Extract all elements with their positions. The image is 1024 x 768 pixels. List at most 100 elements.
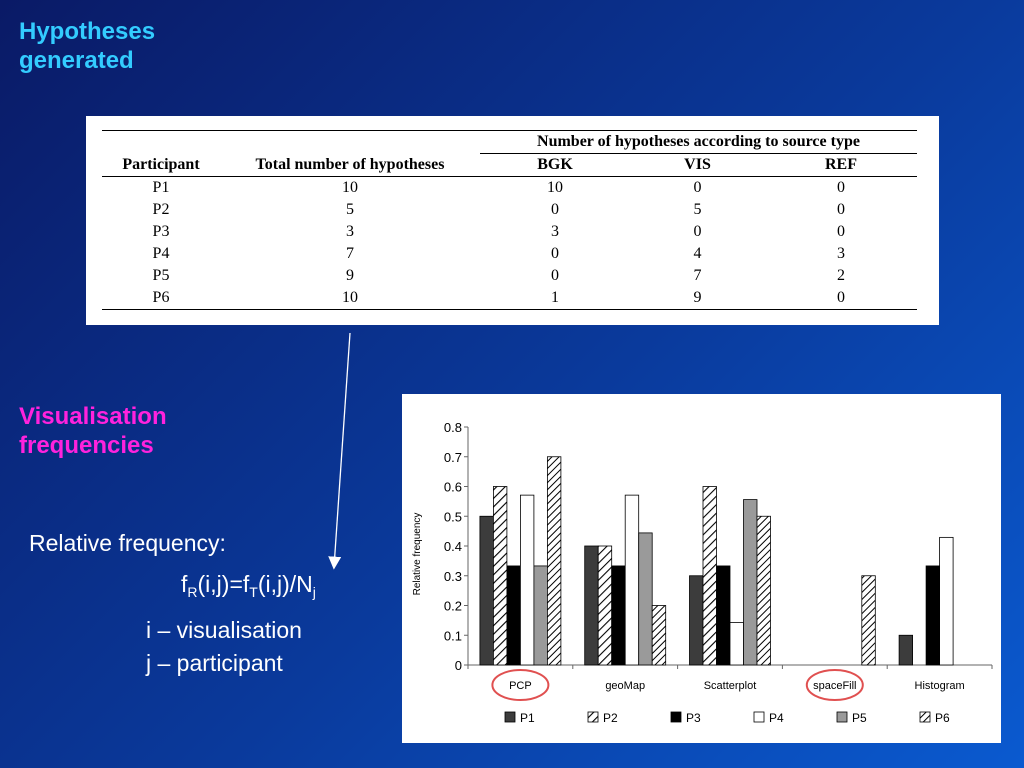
table-row: P4 7 0 4 3 <box>102 243 917 265</box>
table-cell: 0 <box>551 267 559 284</box>
legend-label-P5: P5 <box>852 711 867 725</box>
legend-i-text: i – visualisation <box>146 617 302 643</box>
bar-PCP-P4 <box>520 494 535 666</box>
bar-Scatterplot-P1 <box>689 575 704 666</box>
y-tick-label: 0.6 <box>444 480 462 495</box>
x-tick-label: geoMap <box>605 680 645 692</box>
hypotheses-title: Hypotheses generated <box>19 17 155 75</box>
table-cell: 3 <box>551 223 559 240</box>
y-tick-label: 0.1 <box>444 628 462 643</box>
col-header-ref: REF <box>765 153 917 177</box>
table-cell: 0 <box>693 179 702 196</box>
legend-swatch-P3 <box>670 711 682 723</box>
highlight-circle-spaceFill <box>805 669 864 701</box>
x-tick-label: spaceFill <box>813 680 856 692</box>
y-tick-label: 0.8 <box>444 420 462 435</box>
visualisation-title: Visualisation frequencies <box>19 402 167 460</box>
legend-label-P1: P1 <box>520 711 535 725</box>
formula-sub-j: j <box>312 584 316 600</box>
y-tick-label: 0.2 <box>444 599 462 614</box>
hypotheses-title-line1: Hypotheses <box>19 18 156 45</box>
table-cell: P1 <box>152 179 170 196</box>
bar-spaceFill-P6 <box>861 575 876 666</box>
y-tick-label: 0.5 <box>444 509 462 524</box>
x-tick-label: Scatterplot <box>704 680 757 692</box>
table-cell: 4 <box>693 245 702 262</box>
table-cell: 3 <box>346 223 354 240</box>
bar-geoMap-P6 <box>651 605 667 666</box>
bar-PCP-P1 <box>479 515 494 666</box>
legend-j-text: j – participant <box>146 650 283 676</box>
bar-PCP-P5 <box>533 565 548 666</box>
col-header-total: Total number of hypotheses <box>220 153 480 177</box>
formula-sub-t: T <box>249 584 258 600</box>
legend-swatch-P2 <box>587 711 599 723</box>
legend-swatch-P6 <box>919 711 931 723</box>
x-tick-label: Histogram <box>915 680 965 692</box>
bar-PCP-P6 <box>546 456 562 666</box>
table-row: P2 5 0 5 0 <box>102 199 917 221</box>
table-cell: 0 <box>551 245 559 262</box>
table-cell: 10 <box>547 179 563 196</box>
table-row: P1 10 10 0 0 <box>102 177 917 200</box>
visualisation-title-line1: Visualisation <box>19 403 167 430</box>
table-cell: 7 <box>346 245 354 262</box>
bar-Scatterplot-P2 <box>702 486 717 666</box>
table-cell: P5 <box>152 267 170 284</box>
table-row: P3 3 3 0 0 <box>102 221 917 243</box>
table-cell: 1 <box>480 287 630 310</box>
table-cell: 0 <box>693 223 702 240</box>
table-cell: P4 <box>152 245 170 262</box>
legend-label-P6: P6 <box>935 711 950 725</box>
bar-Histogram-P3 <box>925 565 940 666</box>
legend-swatch-P5 <box>836 711 848 723</box>
bar-PCP-P3 <box>506 565 521 666</box>
bar-geoMap-P1 <box>584 545 599 666</box>
frequency-chart-panel: 0 0.1 0.2 0.3 0.4 0.5 0.6 0.7 0.8 Relative freque… <box>402 394 1001 743</box>
legend-swatch-P4 <box>753 711 765 723</box>
formula-sub-r: R <box>187 584 198 600</box>
table-cell: P3 <box>152 223 170 240</box>
table-cell: 0 <box>551 201 559 218</box>
hypotheses-table: Number of hypotheses according to source… <box>102 130 917 310</box>
frequency-bar-chart: 0 0.1 0.2 0.3 0.4 0.5 0.6 0.7 0.8 Relative freque… <box>412 420 993 725</box>
bar-geoMap-P5 <box>638 532 653 666</box>
table-cell: P6 <box>102 287 220 310</box>
legend-label-P3: P3 <box>686 711 701 725</box>
bar-Histogram-P4 <box>939 536 954 666</box>
table-cell: 9 <box>346 267 354 284</box>
hypotheses-table-panel: Number of hypotheses according to source… <box>86 116 939 325</box>
y-tick-label: 0.7 <box>444 450 462 465</box>
bar-geoMap-P3 <box>611 565 626 666</box>
table-row: P6 10 1 9 0 <box>102 287 917 310</box>
table-cell: 0 <box>837 179 845 196</box>
formula-mid2: (i,j)/N <box>257 571 313 597</box>
table-cell: 0 <box>837 223 845 240</box>
table-cell: 10 <box>342 179 358 196</box>
bar-Histogram-P1 <box>898 634 914 666</box>
table-row: P5 9 0 7 2 <box>102 265 917 287</box>
relative-frequency-label: Relative frequency: <box>29 530 226 556</box>
visualisation-title-line2: frequencies <box>19 432 154 459</box>
col-header-vis: VIS <box>630 153 765 177</box>
table-cell: 0 <box>765 287 917 310</box>
table-cell: 5 <box>346 201 354 218</box>
bar-Scatterplot-P4 <box>729 622 744 666</box>
legend-swatch-P1 <box>504 711 516 723</box>
formula-mid1: (i,j)=f <box>197 571 250 597</box>
table-cell: 7 <box>693 267 702 284</box>
col-header-participant: Participant <box>102 153 220 177</box>
y-tick-label: 0.3 <box>444 569 462 584</box>
y-tick-label: 0 <box>455 658 462 673</box>
bar-Scatterplot-P5 <box>743 499 758 666</box>
bar-Scatterplot-P3 <box>716 565 731 666</box>
formula-f: f <box>181 571 188 597</box>
y-axis-label: Relative frequency <box>412 513 423 596</box>
table-cell: 10 <box>220 287 480 310</box>
bar-Scatterplot-P6 <box>756 515 771 666</box>
col-header-bgk: BGK <box>480 153 630 177</box>
highlight-circle-PCP <box>491 669 550 701</box>
hypotheses-title-line2: generated <box>19 47 134 74</box>
source-type-group-header: Number of hypotheses according to source… <box>480 130 917 154</box>
